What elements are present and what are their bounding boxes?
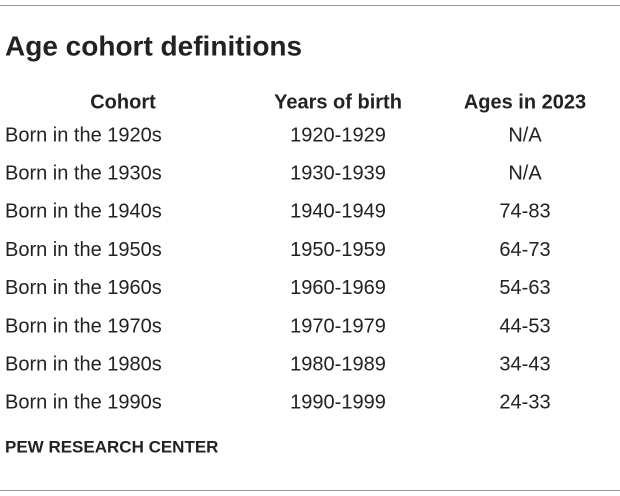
table-cell: Born in the 1920s (5, 124, 162, 146)
table-cell: 64-73 (499, 239, 550, 261)
table-cell: 1990-1999 (290, 392, 386, 414)
title: Age cohort definitions (5, 30, 302, 61)
table-cell: Born in the 1990s (5, 392, 162, 414)
table-cell: 34-43 (499, 353, 550, 375)
table-cell: Born in the 1930s (5, 162, 162, 184)
table-cell: 24-33 (499, 392, 550, 414)
table-cell: 1960-1969 (290, 277, 386, 299)
table-cell: N/A (508, 124, 542, 146)
source: PEW RESEARCH CENTER (5, 437, 218, 456)
table-cell: 1980-1989 (290, 353, 386, 375)
table-cell: 54-63 (499, 277, 550, 299)
table-cell: 1970-1979 (290, 315, 386, 337)
table-cell: 1940-1949 (290, 201, 386, 223)
table-cell: 74-83 (499, 201, 550, 223)
table-cell: Born in the 1940s (5, 201, 162, 223)
table-cell: 44-53 (499, 315, 550, 337)
table-cell: 1930-1939 (290, 162, 386, 184)
table-cell: N/A (508, 162, 542, 184)
table-cell: Born in the 1980s (5, 353, 162, 375)
column-header: Ages in 2023 (464, 91, 586, 113)
column-header: Cohort (90, 91, 156, 113)
table-cell: Born in the 1950s (5, 239, 162, 261)
table-cell: 1920-1929 (290, 124, 386, 146)
table-cell: 1950-1959 (290, 239, 386, 261)
table-cell: Born in the 1970s (5, 315, 162, 337)
table-cell: Born in the 1960s (5, 277, 162, 299)
column-header: Years of birth (274, 91, 402, 113)
